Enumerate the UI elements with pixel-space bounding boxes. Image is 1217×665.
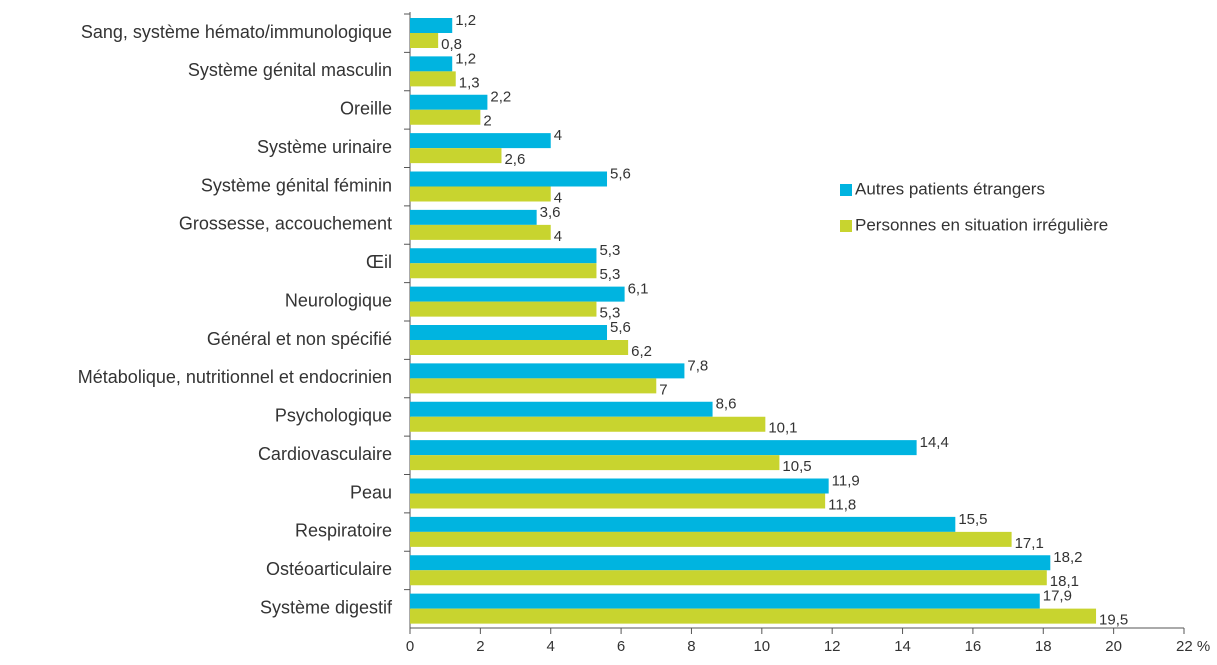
y-tick-label: Neurologique <box>285 290 392 310</box>
legend-label: Autres patients étrangers <box>855 179 1045 198</box>
legend-swatch <box>840 220 852 232</box>
bar <box>410 516 956 532</box>
data-label: 0,8 <box>441 36 462 53</box>
data-label: 19,5 <box>1099 612 1128 629</box>
data-label: 11,8 <box>828 496 856 513</box>
x-tick-label: 14 <box>894 638 911 655</box>
x-tick-label: 6 <box>617 638 625 655</box>
data-label: 8,6 <box>716 396 737 413</box>
bar <box>410 416 766 432</box>
data-label: 1,2 <box>455 12 476 29</box>
data-label: 11,9 <box>832 472 860 489</box>
y-tick-label: Respiratoire <box>295 521 392 541</box>
x-tick-label: 20 <box>1105 638 1122 655</box>
bar <box>410 186 551 202</box>
data-label: 6,1 <box>628 281 649 298</box>
y-tick-label: Grossesse, accouchement <box>179 214 392 234</box>
bar <box>410 593 1040 609</box>
bar <box>410 171 608 187</box>
y-tick-label: Psychologique <box>275 406 392 426</box>
y-tick-label: Peau <box>350 482 392 502</box>
data-label: 10,5 <box>782 458 811 475</box>
y-tick-label: Système urinaire <box>257 137 392 157</box>
data-label: 18,1 <box>1050 573 1079 590</box>
bar <box>410 133 551 149</box>
x-tick-label: 16 <box>965 638 982 655</box>
y-tick-label: Ostéoarticulaire <box>266 559 392 579</box>
data-label: 18,2 <box>1053 549 1082 566</box>
bar <box>410 109 481 125</box>
data-label: 17,9 <box>1043 588 1072 605</box>
x-tick-label: 22 % <box>1176 638 1210 655</box>
data-label: 10,1 <box>768 420 797 437</box>
bar <box>410 286 625 302</box>
bar <box>410 340 629 355</box>
data-label: 2 <box>483 113 491 130</box>
data-label: 2,6 <box>504 151 525 168</box>
x-tick-label: 8 <box>687 638 695 655</box>
data-label: 5,3 <box>599 242 620 259</box>
bar <box>410 56 453 72</box>
data-label: 17,1 <box>1015 535 1044 552</box>
bar <box>410 363 685 379</box>
bar <box>410 493 826 509</box>
data-label: 1,2 <box>455 50 476 67</box>
y-tick-label: Système digestif <box>260 597 393 617</box>
data-label: 15,5 <box>958 511 987 528</box>
data-label: 6,2 <box>631 343 652 360</box>
y-tick-label: Système génital masculin <box>188 60 392 80</box>
data-label: 5,6 <box>610 319 631 336</box>
data-label: 5,6 <box>610 165 631 182</box>
y-tick-label: Métabolique, nutritionnel et endocrinien <box>78 367 392 387</box>
bar <box>410 478 829 494</box>
y-tick-label: Cardiovasculaire <box>258 444 392 464</box>
bar <box>410 455 780 471</box>
y-tick-label: Œil <box>366 252 392 272</box>
bar <box>410 440 917 456</box>
bar <box>410 555 1051 571</box>
bar <box>410 209 537 225</box>
bar <box>410 301 597 317</box>
y-tick-label: Système génital féminin <box>201 175 392 195</box>
data-label: 7,8 <box>687 357 708 374</box>
data-label: 3,6 <box>540 204 561 221</box>
bar <box>410 378 657 394</box>
y-tick-label: Général et non spécifié <box>207 329 392 349</box>
bar <box>410 531 1012 547</box>
y-tick-label: Sang, système hémato/immunologique <box>81 22 392 42</box>
bar <box>410 325 608 340</box>
data-label: 4 <box>554 189 562 206</box>
bar <box>410 71 456 87</box>
bar <box>410 608 1097 624</box>
x-tick-label: 18 <box>1035 638 1052 655</box>
bar <box>410 18 453 33</box>
legend-swatch <box>840 184 852 196</box>
x-tick-label: 2 <box>476 638 484 655</box>
bar <box>410 148 502 164</box>
bar <box>410 263 597 279</box>
bar <box>410 33 439 48</box>
data-label: 5,3 <box>599 305 620 322</box>
y-tick-label: Oreille <box>340 99 392 119</box>
data-label: 4 <box>554 228 562 245</box>
bar <box>410 570 1047 586</box>
data-label: 1,3 <box>459 74 480 91</box>
data-label: 7 <box>659 381 667 398</box>
bar <box>410 94 488 110</box>
bar <box>410 401 713 417</box>
bar <box>410 248 597 264</box>
data-label: 2,2 <box>490 89 511 106</box>
x-tick-label: 4 <box>547 638 555 655</box>
x-tick-label: 0 <box>406 638 414 655</box>
legend-label: Personnes en situation irrégulière <box>855 215 1108 234</box>
data-label: 14,4 <box>920 434 949 451</box>
x-tick-label: 10 <box>753 638 770 655</box>
bar <box>410 224 551 240</box>
data-label: 4 <box>554 127 562 144</box>
x-tick-label: 12 <box>824 638 841 655</box>
data-label: 5,3 <box>599 266 620 283</box>
